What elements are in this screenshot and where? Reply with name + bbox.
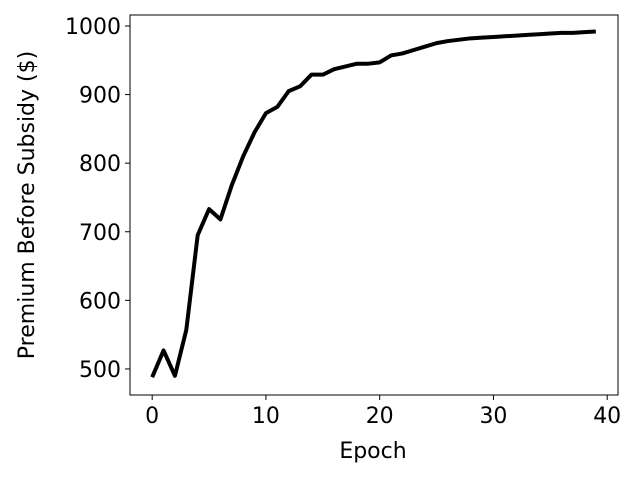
x-tick-label: 20 (366, 404, 394, 429)
x-tick-label: 0 (145, 404, 159, 429)
x-tick-label: 10 (252, 404, 280, 429)
x-tick-label: 40 (593, 404, 621, 429)
plot-frame (129, 14, 619, 396)
y-tick-label: 800 (79, 152, 121, 177)
y-tick-label: 500 (79, 358, 121, 383)
y-axis-label: Premium Before Subsidy ($) (15, 51, 40, 359)
line (150, 29, 596, 378)
y-tick-label: 900 (79, 84, 121, 109)
y-tick-label: 1000 (65, 15, 121, 40)
x-tick-label: 30 (479, 404, 507, 429)
x-axis-label: Epoch (339, 439, 406, 464)
y-tick-label: 600 (79, 289, 121, 314)
y-tick-label: 700 (79, 221, 121, 246)
